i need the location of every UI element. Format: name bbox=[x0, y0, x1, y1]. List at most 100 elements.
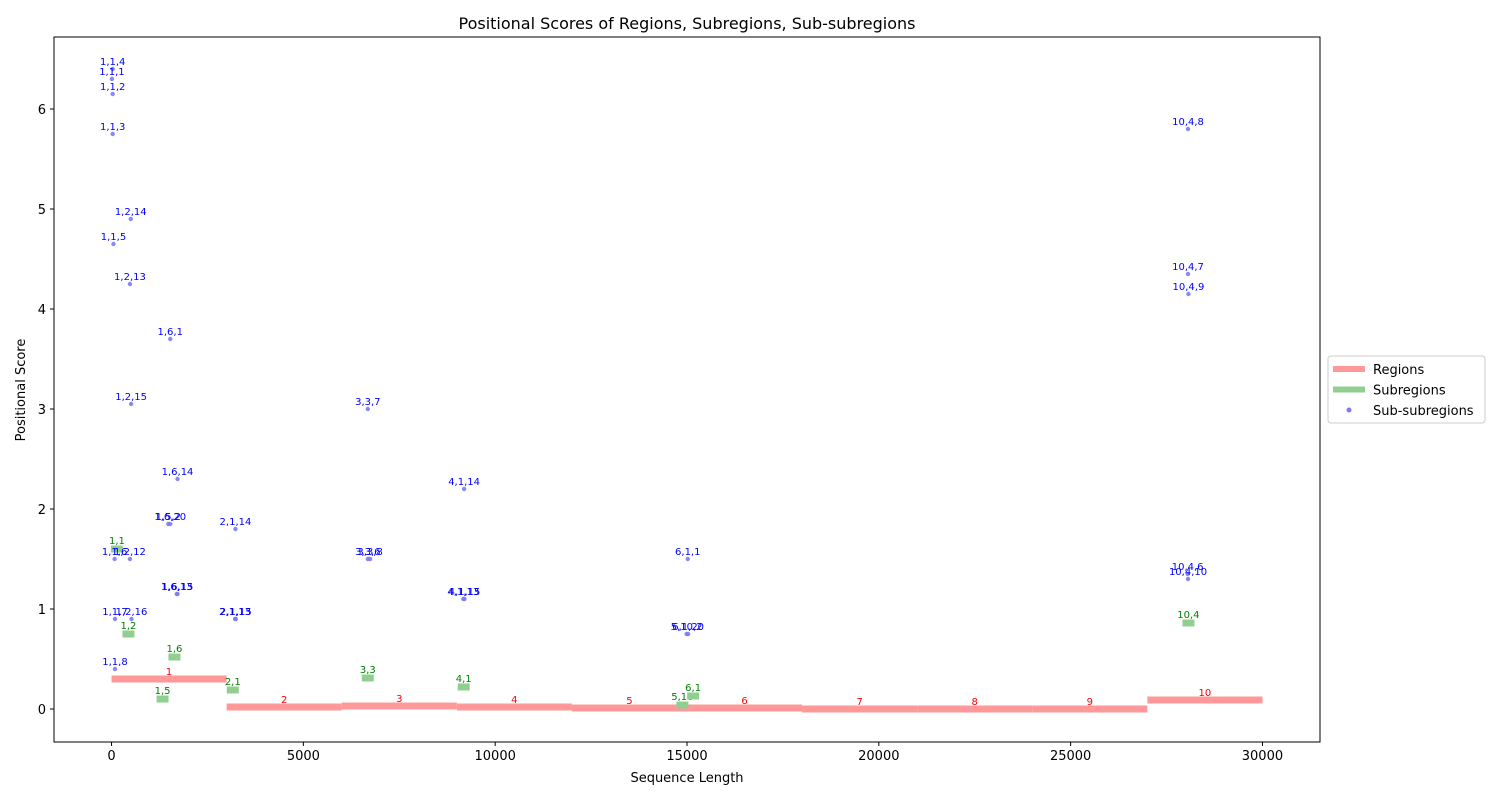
y-tick-label: 3 bbox=[38, 403, 46, 418]
legend-entry-label: Subregions bbox=[1373, 384, 1446, 399]
subsubregion-point bbox=[1185, 271, 1191, 277]
subsubregion-point bbox=[109, 76, 115, 82]
subsubregion-point bbox=[365, 406, 371, 412]
y-tick-label: 0 bbox=[38, 703, 46, 718]
subsubregion-point bbox=[462, 596, 467, 602]
chart-title: Positional Scores of Regions, Subregions… bbox=[458, 14, 915, 33]
subsubregion-point bbox=[111, 241, 116, 247]
subsubregion-label: 1,6,15 bbox=[162, 582, 194, 593]
subsubregion-point bbox=[168, 336, 173, 342]
y-tick-label: 4 bbox=[38, 303, 46, 318]
subregion-label: 1,6 bbox=[167, 644, 183, 655]
subsubregion-label: 6,1,1 bbox=[675, 547, 700, 558]
subsubregion-point bbox=[112, 666, 118, 672]
subsubregion-point bbox=[685, 556, 690, 562]
legend-entry-label: Sub-subregions bbox=[1373, 404, 1474, 419]
y-axis: 0 1 2 3 4 5 6 bbox=[38, 103, 54, 718]
subregion-label: 1,1 bbox=[109, 536, 125, 547]
subsubregion-label: 5,10,2 bbox=[671, 622, 703, 633]
y-tick-label: 2 bbox=[38, 503, 46, 518]
subsubregion-label: 1,1,2 bbox=[100, 82, 125, 93]
subsubregion-label: 1,1,8 bbox=[102, 657, 127, 668]
subsubregion-label: 1,1,3 bbox=[100, 122, 125, 133]
subsubregion-label: 10,4,9 bbox=[1173, 282, 1205, 293]
subsubregion-label: 3,3,7 bbox=[355, 397, 380, 408]
subsubregion-label: 1,2,16 bbox=[116, 607, 148, 618]
plot-frame bbox=[53, 36, 1321, 743]
subregion-label: 1,2 bbox=[120, 621, 136, 632]
region-label: 5 bbox=[626, 696, 632, 707]
subsubregion-point bbox=[112, 556, 117, 562]
subsubregion-point bbox=[233, 616, 239, 622]
x-tick-label: 20000 bbox=[858, 749, 899, 764]
subsubregion-point bbox=[1186, 291, 1191, 297]
subsubregion-point bbox=[1185, 126, 1191, 132]
subregion-label: 2,1 bbox=[225, 677, 241, 688]
subsubregion-point bbox=[110, 66, 115, 72]
subsubregion-label: 4,1,15 bbox=[449, 587, 481, 598]
y-tick-label: 5 bbox=[38, 203, 46, 218]
subsubregion-point bbox=[175, 591, 180, 597]
x-tick-label: 15000 bbox=[666, 749, 707, 764]
subsubregion-point bbox=[168, 521, 173, 527]
subsubregion-label: 1,6,1 bbox=[158, 327, 183, 338]
region-label: 7 bbox=[856, 697, 862, 708]
subsubregion-label: 10,4,7 bbox=[1172, 262, 1204, 273]
subregion-label: 1,5 bbox=[155, 686, 171, 697]
subsubregion-label: 1,5,2 bbox=[156, 512, 181, 523]
x-tick-label: 25000 bbox=[1050, 749, 1091, 764]
region-label: 1 bbox=[166, 667, 172, 678]
subsubregion-point bbox=[129, 616, 134, 622]
subsubregion-point bbox=[461, 486, 467, 492]
subsubregion-label: 4,1,13 bbox=[447, 587, 479, 598]
x-tick-label: 10000 bbox=[475, 749, 516, 764]
y-tick-label: 6 bbox=[38, 103, 46, 118]
subsubregion-point bbox=[367, 556, 373, 562]
subsubregion-point bbox=[127, 281, 133, 287]
subsubregion-point bbox=[112, 616, 118, 622]
y-axis-label: Positional Score bbox=[14, 339, 29, 442]
subsubregion-label: 2,1,14 bbox=[220, 517, 252, 528]
region-label: 4 bbox=[511, 695, 517, 706]
legend-entry-label: Regions bbox=[1373, 363, 1425, 378]
subsubregion-point bbox=[127, 556, 133, 562]
subregion-label: 10,4 bbox=[1177, 610, 1199, 621]
region-label: 9 bbox=[1087, 697, 1093, 708]
subsubregion-label: 6,1,20 bbox=[672, 622, 704, 633]
subsubregion-label: 1,1,5 bbox=[101, 232, 126, 243]
y-tick-label: 1 bbox=[38, 603, 46, 618]
subsubregion-label: 1,1,1 bbox=[99, 67, 124, 78]
subsubregion-label: 10,4,6 bbox=[1172, 562, 1204, 573]
subsubregion-label: 2,1,15 bbox=[220, 607, 252, 618]
subsubregion-point bbox=[1185, 576, 1191, 582]
subsubregion-label: 1,1,6 bbox=[102, 547, 127, 558]
subsubregion-label: 1,1,7 bbox=[102, 607, 127, 618]
subsubregion-point bbox=[175, 476, 180, 482]
subsubregion-point bbox=[110, 131, 115, 137]
x-tick-label: 30000 bbox=[1242, 749, 1283, 764]
subregion-label: 3,3 bbox=[360, 665, 376, 676]
subsubregion-label: 3,3,8 bbox=[357, 547, 382, 558]
subsubregion-label: 1,2,12 bbox=[114, 547, 146, 558]
subsubregion-label: 1,2,13 bbox=[114, 272, 146, 283]
subsubregion-label: 1,2,15 bbox=[115, 392, 147, 403]
subsubregion-label: 10,4,10 bbox=[1169, 567, 1207, 578]
x-axis-label: Sequence Length bbox=[630, 771, 743, 786]
subsubregion-label: 1,2,14 bbox=[115, 207, 147, 218]
subsubregion-point bbox=[128, 401, 134, 407]
legend-box bbox=[1327, 355, 1486, 424]
region-label: 8 bbox=[972, 697, 978, 708]
subsubregion-point bbox=[128, 216, 133, 222]
subsubregion-point bbox=[685, 631, 691, 637]
subsubregion-label: 1,6,14 bbox=[162, 467, 194, 478]
subregion-label: 6,1 bbox=[685, 683, 701, 694]
legend-swatch bbox=[1346, 407, 1352, 413]
plot-area: 1 2 3 4 5 6 7 8 9 10 1,1 1,2 1,5 1,6 2,1 3,3 4,1 5,106,1 1… bbox=[99, 57, 1263, 713]
subsubregion-label: 1,6,20 bbox=[154, 512, 186, 523]
x-axis: 0 5000 10000 15000 20000 25000 30000 bbox=[107, 742, 1283, 764]
subsubregion-point bbox=[233, 526, 238, 532]
region-label: 2 bbox=[281, 695, 287, 706]
subsubregion-label: 3,3,6 bbox=[355, 547, 380, 558]
region-label: 10 bbox=[1199, 688, 1212, 699]
